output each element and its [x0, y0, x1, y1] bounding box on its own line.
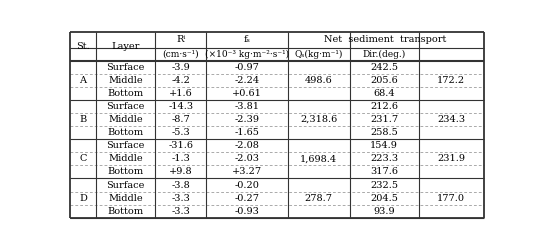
- Text: 231.7: 231.7: [370, 115, 398, 124]
- Text: D: D: [79, 194, 87, 203]
- Text: Qₛ(kg·m⁻¹): Qₛ(kg·m⁻¹): [294, 50, 343, 59]
- Text: -31.6: -31.6: [168, 141, 193, 150]
- Text: 2,318.6: 2,318.6: [300, 115, 337, 124]
- Text: -0.97: -0.97: [234, 63, 259, 72]
- Text: -5.3: -5.3: [171, 128, 190, 137]
- Text: -3.3: -3.3: [171, 194, 190, 203]
- Text: -2.24: -2.24: [234, 76, 260, 85]
- Text: Bottom: Bottom: [107, 207, 144, 216]
- Text: -3.3: -3.3: [171, 207, 190, 216]
- Text: C: C: [79, 154, 87, 163]
- Text: Net  sediment  transport: Net sediment transport: [325, 35, 447, 44]
- Text: -14.3: -14.3: [168, 102, 193, 111]
- Text: 242.5: 242.5: [370, 63, 398, 72]
- Text: -0.20: -0.20: [234, 181, 259, 189]
- Text: 172.2: 172.2: [437, 76, 465, 85]
- Text: St.: St.: [76, 42, 90, 51]
- Text: -1.3: -1.3: [171, 154, 190, 163]
- Text: Surface: Surface: [106, 63, 145, 72]
- Text: Bottom: Bottom: [107, 89, 144, 98]
- Text: 93.9: 93.9: [373, 207, 395, 216]
- Text: -0.27: -0.27: [234, 194, 259, 203]
- Text: +9.8: +9.8: [169, 167, 192, 177]
- Text: +1.6: +1.6: [169, 89, 193, 98]
- Text: -3.81: -3.81: [234, 102, 259, 111]
- Text: Surface: Surface: [106, 102, 145, 111]
- Text: 1,698.4: 1,698.4: [300, 154, 337, 163]
- Text: -2.39: -2.39: [234, 115, 259, 124]
- Text: Middle: Middle: [109, 194, 143, 203]
- Text: Dir.(deg.): Dir.(deg.): [362, 50, 406, 59]
- Text: 258.5: 258.5: [370, 128, 398, 137]
- Text: 234.3: 234.3: [437, 115, 465, 124]
- Text: Rⁱ: Rⁱ: [176, 35, 185, 44]
- Text: 204.5: 204.5: [370, 194, 398, 203]
- Text: 223.3: 223.3: [370, 154, 398, 163]
- Text: 317.6: 317.6: [370, 167, 398, 177]
- Text: Middle: Middle: [109, 115, 143, 124]
- Text: Bottom: Bottom: [107, 167, 144, 177]
- Text: fₛ: fₛ: [244, 35, 251, 44]
- Text: 177.0: 177.0: [437, 194, 465, 203]
- Text: -2.03: -2.03: [234, 154, 259, 163]
- Text: 231.9: 231.9: [437, 154, 465, 163]
- Text: Middle: Middle: [109, 76, 143, 85]
- Text: 205.6: 205.6: [370, 76, 398, 85]
- Text: Bottom: Bottom: [107, 128, 144, 137]
- Text: 68.4: 68.4: [373, 89, 395, 98]
- Text: A: A: [79, 76, 86, 85]
- Text: 154.9: 154.9: [370, 141, 398, 150]
- Text: 278.7: 278.7: [305, 194, 333, 203]
- Text: -3.9: -3.9: [171, 63, 190, 72]
- Text: -3.8: -3.8: [171, 181, 190, 189]
- Text: 232.5: 232.5: [370, 181, 398, 189]
- Text: (×10⁻³ kg·m⁻²·s⁻¹): (×10⁻³ kg·m⁻²·s⁻¹): [205, 50, 289, 59]
- Text: -8.7: -8.7: [171, 115, 190, 124]
- Text: B: B: [79, 115, 86, 124]
- Text: -4.2: -4.2: [171, 76, 190, 85]
- Text: Layer: Layer: [111, 42, 140, 51]
- Text: +3.27: +3.27: [232, 167, 262, 177]
- Text: Surface: Surface: [106, 181, 145, 189]
- Text: Middle: Middle: [109, 154, 143, 163]
- Text: +0.61: +0.61: [232, 89, 262, 98]
- Text: (cm·s⁻¹): (cm·s⁻¹): [163, 50, 199, 59]
- Text: Surface: Surface: [106, 141, 145, 150]
- Text: -2.08: -2.08: [234, 141, 259, 150]
- Text: 498.6: 498.6: [305, 76, 333, 85]
- Text: -0.93: -0.93: [234, 207, 259, 216]
- Text: -1.65: -1.65: [234, 128, 259, 137]
- Text: 212.6: 212.6: [370, 102, 398, 111]
